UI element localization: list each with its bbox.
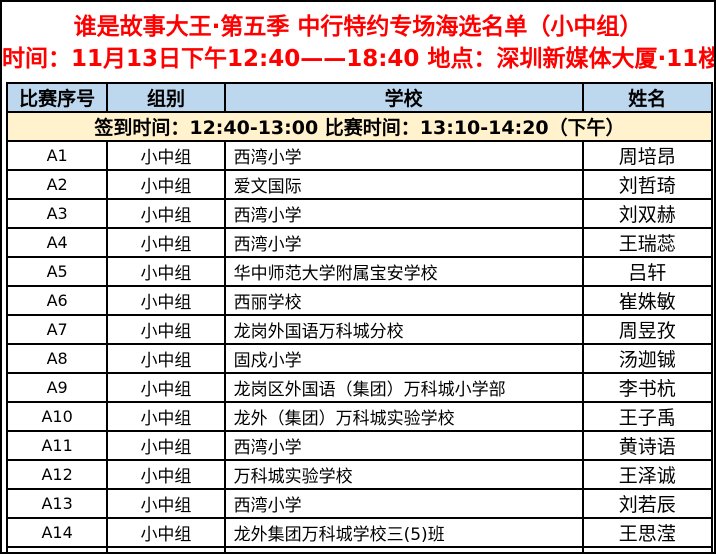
- page-title: 谁是故事大王·第五季 中行特约专场海选名单（小中组）: [73, 14, 643, 40]
- cell-group: 小中组: [106, 401, 226, 432]
- table-row: A11 小中组 西湾小学 黄诗语: [5, 430, 714, 461]
- cell-group: 小中组: [106, 546, 226, 552]
- cell-name: 刘哲琦: [581, 169, 714, 200]
- cell-name: 高煜程: [581, 546, 714, 552]
- cell-name: 周培昂: [581, 140, 714, 171]
- cell-group: 小中组: [106, 459, 226, 490]
- table-row: A1 小中组 西湾小学 周培昂: [5, 140, 714, 171]
- cell-group: 小中组: [106, 256, 226, 287]
- cell-name: 刘若辰: [581, 488, 714, 519]
- cell-name: 吕轩: [581, 256, 714, 287]
- cell-school: 华中师范大学附属宝安学校: [223, 256, 584, 287]
- cell-serial: A10: [5, 401, 109, 432]
- table-row: A13 小中组 西湾小学 刘若辰: [5, 488, 714, 519]
- cell-group: 小中组: [106, 488, 226, 519]
- table-row: A8 小中组 固戍小学 汤迦铖: [5, 343, 714, 374]
- table-row: A2 小中组 爱文国际 刘哲琦: [5, 169, 714, 200]
- table-header-row: 比赛序号 组别 学校 姓名: [5, 82, 714, 113]
- table-row: A9 小中组 龙岗区外国语（集团）万科城小学部 李书杭: [5, 372, 714, 403]
- cell-school: 深圳实验学校坂田校区: [223, 546, 584, 552]
- cell-serial: A3: [5, 198, 109, 229]
- table-row: A15小中组深圳实验学校坂田校区高煜程: [5, 546, 714, 552]
- cell-name: 周昱孜: [581, 314, 714, 345]
- table-row: A4 小中组 西湾小学 王瑞蕊: [5, 227, 714, 258]
- cell-group: 小中组: [106, 198, 226, 229]
- cell-school: 西湾小学: [223, 227, 584, 258]
- cell-group: 小中组: [106, 285, 226, 316]
- cell-serial: A13: [5, 488, 109, 519]
- schedule-notice-row: 签到时间：12:40-13:00 比赛时间：13:10-14:20（下午）: [6, 111, 713, 142]
- cell-school: 龙外（集团）万科城实验学校: [223, 401, 584, 432]
- cell-serial: A6: [5, 285, 109, 316]
- cell-serial: A9: [5, 372, 109, 403]
- cell-school: 西湾小学: [223, 430, 584, 461]
- cell-serial: A5: [5, 256, 109, 287]
- cell-name: 崔姝敏: [581, 285, 714, 316]
- header-cell-school: 学校: [223, 82, 584, 113]
- cell-name: 李书杭: [581, 372, 714, 403]
- cell-school: 西湾小学: [223, 140, 584, 171]
- table-row: A12 小中组 万科城实验学校 王泽诚: [5, 459, 714, 490]
- cell-group: 小中组: [106, 227, 226, 258]
- cell-group: 小中组: [106, 140, 226, 171]
- cell-name: 王思滢: [581, 517, 714, 548]
- cell-group: 小中组: [106, 169, 226, 200]
- cell-school: 西湾小学: [223, 488, 584, 519]
- table-row: A5 小中组 华中师范大学附属宝安学校 吕轩: [5, 256, 714, 287]
- header-cell-group: 组别: [106, 82, 226, 113]
- schedule-notice-text: 签到时间：12:40-13:00 比赛时间：13:10-14:20（下午）: [6, 111, 713, 142]
- cell-serial: A4: [5, 227, 109, 258]
- cell-name: 王瑞蕊: [581, 227, 714, 258]
- table-row: A6 小中组 西丽学校 崔姝敏: [5, 285, 714, 316]
- header-cell-serial: 比赛序号: [5, 82, 109, 113]
- cell-school: 万科城实验学校: [223, 459, 584, 490]
- cell-school: 西丽学校: [223, 285, 584, 316]
- cell-serial: A1: [5, 140, 109, 171]
- cell-name: 刘双赫: [581, 198, 714, 229]
- table-row: A3 小中组 西湾小学 刘双赫: [5, 198, 714, 229]
- cell-school: 西湾小学: [223, 198, 584, 229]
- cell-school: 龙岗区外国语（集团）万科城小学部: [223, 372, 584, 403]
- cell-name: 黄诗语: [581, 430, 714, 461]
- table-row: A14 小中组 龙外集团万科城学校三(5)班 王思滢: [5, 517, 714, 548]
- cell-serial: A2: [5, 169, 109, 200]
- header-cell-name: 姓名: [581, 82, 714, 113]
- cell-group: 小中组: [106, 517, 226, 548]
- cell-serial: A8: [5, 343, 109, 374]
- roster-table: 比赛序号 组别 学校 姓名 签到时间：12:40-13:00 比赛时间：13:1…: [5, 82, 714, 552]
- cell-group: 小中组: [106, 343, 226, 374]
- cell-group: 小中组: [106, 372, 226, 403]
- cell-school: 爱文国际: [223, 169, 584, 200]
- table-row: A7 小中组 龙岗外国语万科城分校 周昱孜: [5, 314, 714, 345]
- table-row: A10 小中组 龙外（集团）万科城实验学校 王子禹: [5, 401, 714, 432]
- cell-group: 小中组: [106, 430, 226, 461]
- cell-name: 王子禹: [581, 401, 714, 432]
- cell-school: 龙外集团万科城学校三(5)班: [223, 517, 584, 548]
- cell-serial: A15: [5, 546, 109, 552]
- cell-school: 龙岗外国语万科城分校: [223, 314, 584, 345]
- time-location-line: 时间：11月13日下午12:40——18:40 地点：深圳新媒体大厦·11楼: [2, 46, 716, 72]
- cell-serial: A12: [5, 459, 109, 490]
- title-block: 谁是故事大王·第五季 中行特约专场海选名单（小中组） 时间：11月13日下午12…: [2, 2, 714, 75]
- cell-group: 小中组: [106, 314, 226, 345]
- cell-serial: A11: [5, 430, 109, 461]
- cell-school: 固戍小学: [223, 343, 584, 374]
- cell-serial: A7: [5, 314, 109, 345]
- cell-name: 汤迦铖: [581, 343, 714, 374]
- cell-name: 王泽诚: [581, 459, 714, 490]
- roster-table-body: A1 小中组 西湾小学 周培昂 A2 小中组 爱文国际 刘哲琦 A3 小中组 西湾小学 刘双赫 A4 小中…: [5, 140, 714, 552]
- cell-serial: A14: [5, 517, 109, 548]
